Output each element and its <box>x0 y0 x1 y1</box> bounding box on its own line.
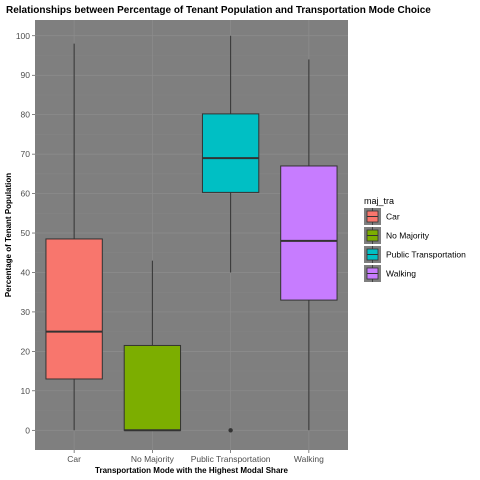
x-tick-label: No Majority <box>131 454 175 464</box>
legend: maj_tra Car No Majority Public Transportat… <box>364 196 466 282</box>
box-body <box>201 113 260 193</box>
y-tick-label: 90 <box>21 70 31 80</box>
y-tick-label: 70 <box>21 149 31 159</box>
boxes-layer <box>45 35 338 433</box>
y-axis-ticks: 0 10 20 30 40 50 60 70 80 90 100 <box>16 31 35 435</box>
y-tick-label: 50 <box>21 228 31 238</box>
y-tick-label: 60 <box>21 189 31 199</box>
legend-title: maj_tra <box>364 196 394 206</box>
y-tick-label: 40 <box>21 267 31 277</box>
box-body <box>280 165 338 301</box>
y-tick-label: 30 <box>21 307 31 317</box>
box-body <box>45 238 103 380</box>
box-body <box>123 344 182 431</box>
box-public-transportation <box>201 35 260 433</box>
legend-label-no-majority: No Majority <box>386 231 430 241</box>
legend-key-public-transportation <box>364 246 381 263</box>
box-walking <box>280 59 338 431</box>
legend-key-no-majority <box>364 227 381 244</box>
y-tick-label: 10 <box>21 386 31 396</box>
legend-label-public-transportation: Public Transportation <box>386 250 466 260</box>
box-no-majority <box>123 260 182 432</box>
legend-key-walking <box>364 265 381 282</box>
y-axis-title: Percentage of Tenant Population <box>4 173 13 297</box>
legend-label-walking: Walking <box>386 269 416 279</box>
legend-key-car <box>364 208 381 225</box>
y-tick-label: 100 <box>16 31 30 41</box>
y-tick-label: 20 <box>21 346 31 356</box>
legend-label-car: Car <box>386 212 400 222</box>
chart-title: Relationships between Percentage of Tena… <box>6 5 431 16</box>
outlier-point <box>228 428 233 433</box>
x-tick-label: Car <box>67 454 81 464</box>
y-tick-label: 0 <box>25 425 30 435</box>
box-car <box>45 43 103 431</box>
x-axis-title: Transportation Mode with the Highest Mod… <box>95 466 288 475</box>
y-tick-label: 80 <box>21 110 31 120</box>
x-tick-label: Public Transportation <box>191 454 271 464</box>
x-axis-ticks: Car No Majority Public Transportation Walki… <box>67 450 324 464</box>
x-tick-label: Walking <box>294 454 324 464</box>
